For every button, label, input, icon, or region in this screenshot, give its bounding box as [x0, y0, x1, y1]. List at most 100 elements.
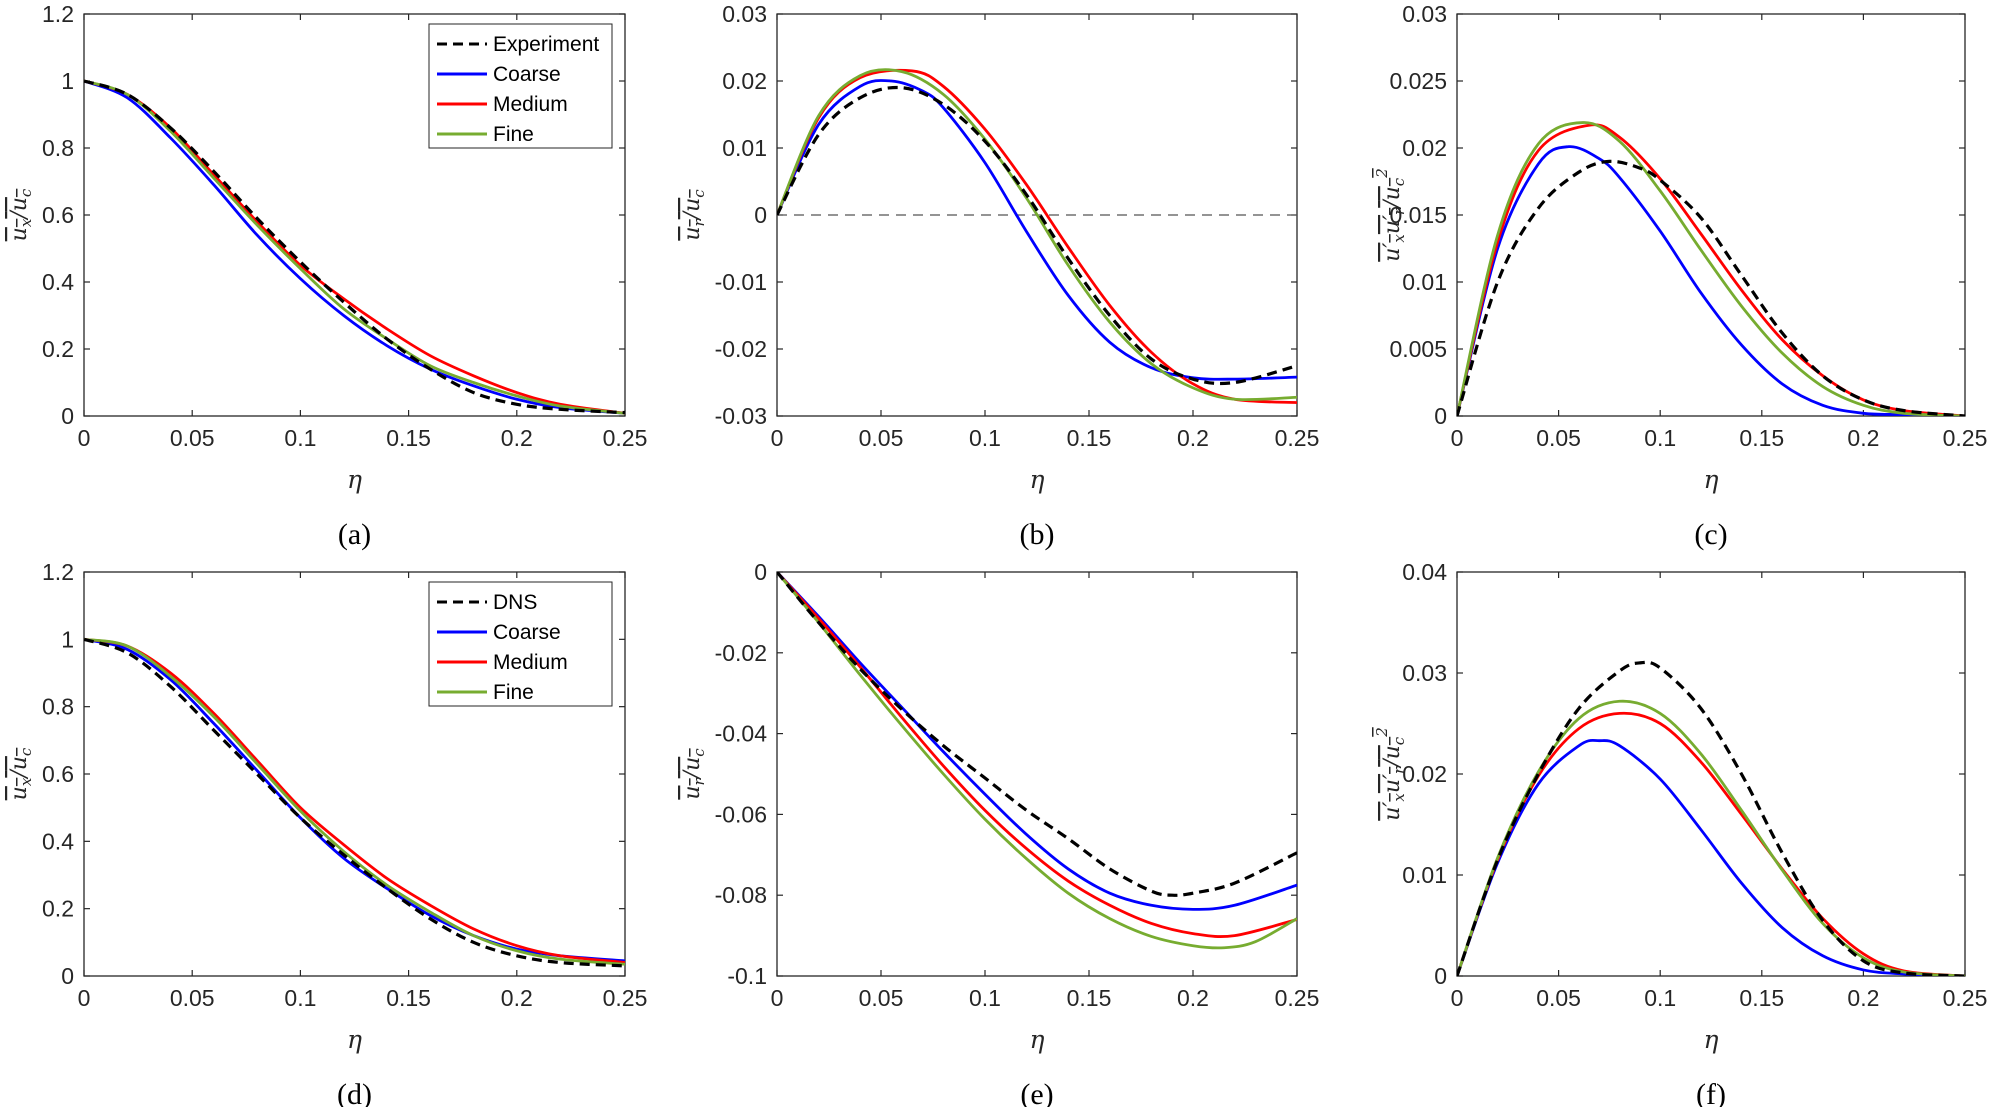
series-line-experiment — [84, 79, 625, 415]
x-tick-label: 0.2 — [1847, 985, 1879, 1011]
x-tick-label: 0.05 — [1536, 985, 1581, 1011]
x-tick-label: 0.15 — [1067, 425, 1112, 451]
y-axis-label: ur/uc — [680, 748, 708, 800]
x-tick-label: 0.25 — [1275, 425, 1320, 451]
x-tick-label: 0.15 — [1739, 985, 1784, 1011]
y-tick-label: 0.02 — [1402, 761, 1447, 787]
legend-label-fine: Fine — [493, 123, 534, 146]
x-axis-label: η — [1704, 465, 1719, 494]
x-tick-label: 0.1 — [969, 985, 1001, 1011]
x-tick-label: 0 — [78, 985, 91, 1011]
y-tick-label: 0.4 — [42, 828, 74, 854]
series-line-fine — [777, 572, 1297, 950]
y-tick-label: 0 — [754, 559, 767, 585]
series-line-dns — [1457, 660, 1965, 976]
x-tick-label: 0.05 — [170, 425, 215, 451]
y-tick-label: 0.01 — [722, 135, 767, 161]
series-line-coarse — [1457, 145, 1965, 416]
y-tick-label: 0.01 — [1402, 269, 1447, 295]
panel-caption: (b) — [1020, 518, 1055, 551]
x-tick-label: 0.05 — [1536, 425, 1581, 451]
y-tick-label: 0.03 — [1402, 660, 1447, 686]
x-tick-label: 0.2 — [501, 985, 533, 1011]
panel-caption: (d) — [337, 1078, 372, 1107]
x-tick-label: 0 — [771, 425, 784, 451]
x-tick-label: 0.15 — [1067, 985, 1112, 1011]
x-tick-label: 0.15 — [1739, 425, 1784, 451]
x-tick-label: 0.1 — [1644, 425, 1676, 451]
y-tick-label: 0 — [1434, 963, 1447, 989]
y-tick-label: -0.1 — [727, 963, 767, 989]
x-tick-label: 0.1 — [284, 425, 316, 451]
y-tick-label: 0.6 — [42, 202, 74, 228]
y-tick-label: 0 — [61, 963, 74, 989]
series-line-experiment — [1457, 159, 1965, 416]
x-tick-label: 0.15 — [386, 425, 431, 451]
x-tick-label: 0 — [1451, 985, 1464, 1011]
panel-b: 0 0.05 0.1 0.15 0.2 0.25 -0.03 -0.02 -0.01 0 0.01 0… — [680, 1, 1319, 551]
x-tick-label: 0.05 — [859, 985, 904, 1011]
y-tick-label: 0.4 — [42, 269, 74, 295]
y-axis-label: ux/uc — [7, 747, 35, 800]
legend-label-dns: DNS — [493, 591, 537, 614]
x-tick-label: 0 — [1451, 425, 1464, 451]
panel-a: 0 0.05 0.1 0.15 0.2 0.25 0 0.2 0.4 0.6 0.8 1 1.2 η ux/… — [7, 1, 647, 551]
legend: Experiment Coarse Medium Fine — [428, 23, 613, 149]
x-axis-label: η — [347, 465, 362, 494]
panel-caption: (e) — [1020, 1078, 1053, 1107]
y-tick-label: 0.02 — [722, 68, 767, 94]
legend-label-coarse: Coarse — [493, 63, 561, 86]
legend-label-experiment: Experiment — [493, 33, 599, 56]
y-tick-label: 0.2 — [42, 896, 74, 922]
x-tick-label: 0 — [78, 425, 91, 451]
y-tick-label: -0.02 — [715, 640, 767, 666]
series-line-coarse — [777, 572, 1297, 911]
x-tick-label: 0.2 — [501, 425, 533, 451]
plot-area-e — [776, 571, 1298, 977]
series-line-coarse — [84, 637, 625, 963]
x-axis-label: η — [1030, 465, 1045, 494]
panel-e: 0 0.05 0.1 0.15 0.2 0.25 -0.1 -0.08 -0.06 -0.04 -0… — [680, 559, 1319, 1107]
y-axis-label: u′xu′r/uc2 — [1373, 727, 1408, 821]
series-line-fine — [84, 637, 625, 966]
y-tick-label: -0.08 — [715, 882, 767, 908]
series-line-coarse — [777, 79, 1297, 381]
y-tick-label: -0.06 — [715, 801, 767, 827]
series-line-dns — [777, 572, 1297, 897]
series-line-medium — [84, 637, 625, 964]
y-tick-label: 1 — [61, 626, 74, 652]
panel-c: 0 0.05 0.1 0.15 0.2 0.25 0 0.005 0.01 0.015 0.02 0.… — [1373, 1, 1987, 551]
series-line-medium — [777, 68, 1297, 404]
y-axis-label: ux/uc — [7, 188, 35, 241]
y-tick-label: -0.03 — [715, 403, 767, 429]
series-line-fine — [84, 79, 625, 415]
y-tick-label: 0.025 — [1389, 68, 1447, 94]
x-tick-label: 0.25 — [1943, 425, 1988, 451]
x-tick-label: 0.1 — [284, 985, 316, 1011]
y-tick-label: 0.8 — [42, 135, 74, 161]
x-tick-label: 0.1 — [1644, 985, 1676, 1011]
y-tick-label: 0 — [754, 202, 767, 228]
y-tick-label: -0.02 — [715, 336, 767, 362]
x-tick-label: 0.05 — [859, 425, 904, 451]
panel-d: 0 0.05 0.1 0.15 0.2 0.25 0 0.2 0.4 0.6 0.8 1 1.2 η ux/… — [7, 559, 647, 1107]
y-tick-label: 0.015 — [1389, 202, 1447, 228]
legend-label-medium: Medium — [493, 93, 568, 116]
panel-caption: (f) — [1696, 1078, 1726, 1107]
x-tick-label: 0.1 — [969, 425, 1001, 451]
y-tick-label: 0.03 — [1402, 1, 1447, 27]
y-tick-label: -0.01 — [715, 269, 767, 295]
panel-caption: (a) — [338, 518, 371, 551]
x-tick-label: 0.25 — [1275, 985, 1320, 1011]
y-tick-label: 0.03 — [722, 1, 767, 27]
series-line-experiment — [777, 85, 1297, 386]
y-tick-label: 1.2 — [42, 559, 74, 585]
x-tick-label: 0.2 — [1177, 985, 1209, 1011]
y-tick-label: 0.8 — [42, 694, 74, 720]
y-tick-label: 0.02 — [1402, 135, 1447, 161]
x-tick-label: 0.2 — [1847, 425, 1879, 451]
y-tick-label: 1.2 — [42, 1, 74, 27]
legend-label-coarse: Coarse — [493, 621, 561, 644]
series-line-fine — [1457, 699, 1965, 976]
